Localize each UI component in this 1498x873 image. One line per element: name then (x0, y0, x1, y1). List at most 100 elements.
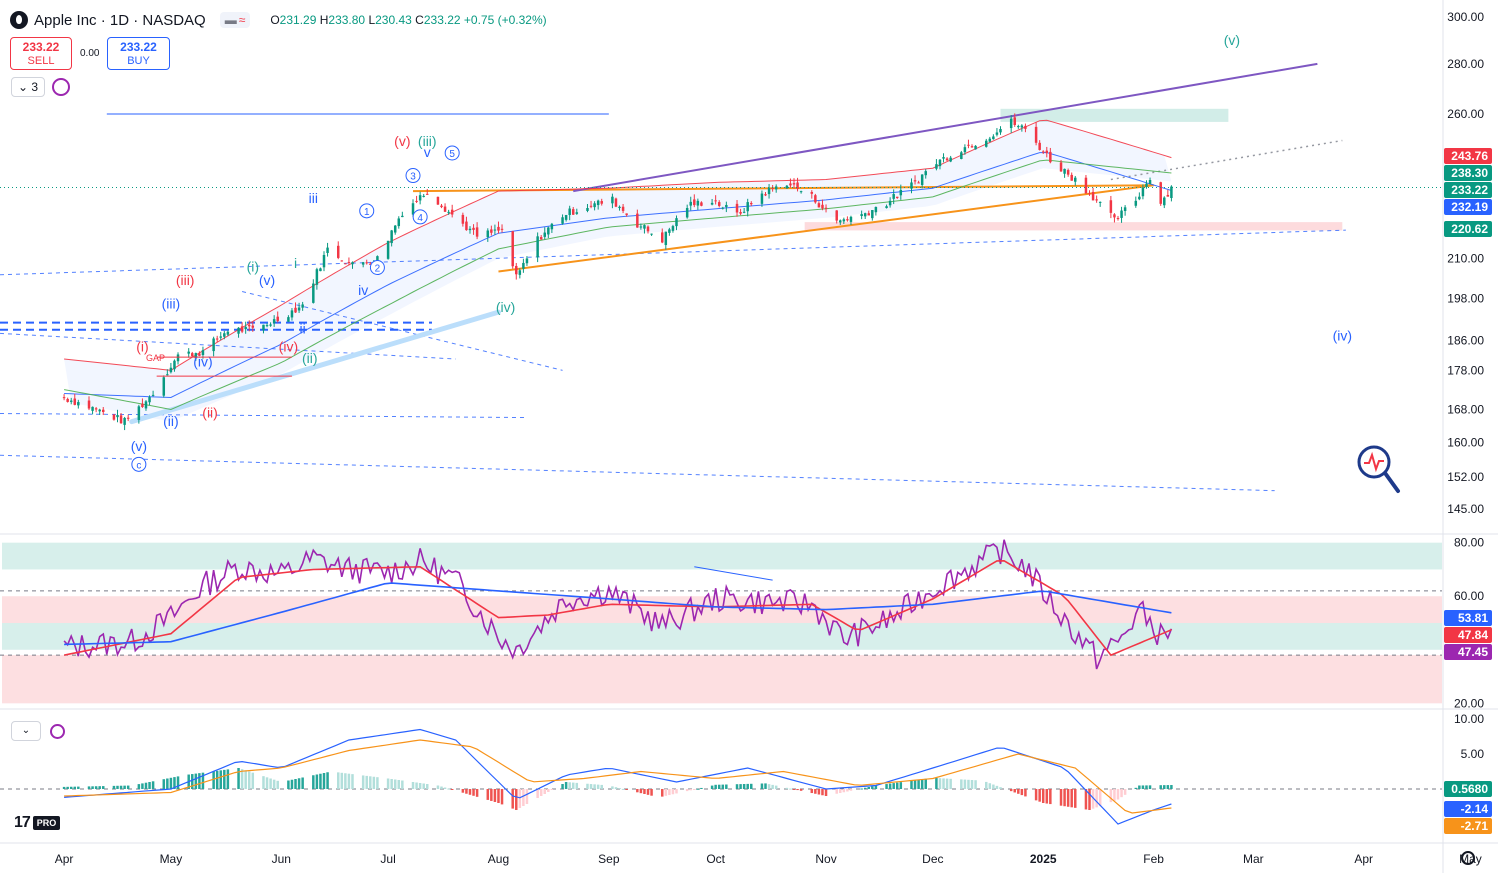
candle-body (365, 262, 368, 264)
candle-body (390, 230, 393, 244)
candle-body (237, 327, 240, 334)
candle-body (116, 415, 119, 418)
buy-label: BUY (127, 55, 150, 67)
price-tag-2-bg (1444, 182, 1492, 198)
macd-histogram-bar (539, 789, 543, 796)
time-tick-label: Oct (706, 852, 725, 866)
macd-tag-0-bg (1444, 781, 1492, 797)
candle-body (571, 209, 575, 215)
macd-histogram-bar (867, 787, 871, 789)
macd-histogram-bar (1017, 789, 1020, 794)
macd-histogram-bar (614, 787, 618, 789)
guide-dashed-line-2 (0, 454, 1275, 492)
candle-body (746, 202, 749, 212)
macd-histogram-bar (1049, 789, 1052, 805)
ohlc-readout: O231.29 H233.80 L230.43 C233.22 +0.75 (+… (270, 13, 547, 27)
rsi-tag-2-bg (1444, 644, 1492, 660)
macd-histogram-bar (426, 784, 429, 789)
candle-body (215, 338, 219, 340)
macd-histogram-bar (1084, 789, 1088, 810)
macd-histogram-bar (173, 777, 176, 789)
wave-label-23: (i) (136, 339, 148, 355)
high-value: 233.80 (328, 13, 366, 27)
macd-histogram-bar (750, 783, 753, 789)
price-tag-4-bg (1444, 221, 1492, 237)
macd-histogram-bar (475, 789, 479, 797)
macd-histogram-bar (361, 775, 365, 789)
candle-body (1034, 126, 1038, 143)
macd-histogram-bar (888, 783, 892, 789)
logo-mark: 17 (14, 813, 31, 831)
candle-body (119, 415, 123, 424)
macd-histogram-bar (347, 773, 351, 789)
macd-histogram-bar (593, 784, 596, 789)
macd-histogram-bar (365, 775, 368, 789)
candle-body (685, 208, 689, 218)
macd-histogram-bar (1066, 789, 1070, 807)
candle-body (1038, 142, 1041, 150)
candle-body (322, 254, 326, 268)
candle-body (985, 140, 988, 147)
refresh-icon[interactable] (52, 78, 70, 96)
rsi-band-0 (2, 542, 1442, 570)
macd-histogram-bar (963, 779, 967, 789)
candle-body (796, 182, 799, 190)
macd-histogram-bar (518, 789, 522, 808)
candle-body (568, 208, 571, 215)
macd-histogram-bar (69, 786, 73, 789)
chart-header: Apple Inc · 1D · NASDAQ ▬ ≈ O231.29 H233… (10, 8, 547, 32)
indicator-pill[interactable]: ▬ ≈ (219, 12, 251, 28)
candle-body (297, 307, 301, 311)
settings-gear-icon[interactable] (1461, 851, 1475, 865)
macd-refresh-icon[interactable] (50, 724, 65, 739)
macd-histogram-bar (725, 784, 728, 789)
macd-histogram-bar (589, 784, 593, 789)
macd-histogram-bar (151, 781, 155, 789)
candle-body (450, 209, 454, 215)
candle-body (1070, 174, 1073, 181)
macd-histogram-bar (77, 786, 80, 789)
macd-histogram-bar (1063, 789, 1066, 807)
candle-body (547, 227, 550, 235)
macd-histogram-bar (650, 789, 653, 796)
candle-body (824, 207, 828, 209)
rsi-series-0 (63, 539, 1173, 670)
macd-histogram-bar (721, 784, 725, 789)
candle-body (251, 325, 255, 328)
candle-body (543, 232, 547, 237)
candle-body (290, 310, 294, 318)
buy-button[interactable]: 233.22 BUY (107, 37, 170, 70)
candle-body (265, 325, 269, 327)
symbol-title[interactable]: Apple Inc · 1D · NASDAQ (34, 11, 206, 29)
macd-histogram-bar (219, 770, 222, 789)
indicators-collapse-button[interactable]: ⌄ 3 (11, 77, 45, 97)
candle-body (198, 353, 201, 356)
low-value: 230.43 (375, 13, 412, 27)
tradingview-logo[interactable]: 17 PRO (14, 813, 61, 831)
sell-button[interactable]: 233.22 SELL (10, 37, 72, 70)
macd-histogram-bar (1109, 789, 1113, 803)
macd-collapse-button[interactable]: ⌄ (11, 721, 41, 741)
macd-histogram-bar (621, 788, 625, 790)
macd-histogram-bar (785, 787, 789, 789)
bar-icon: ▬ (224, 13, 237, 27)
macd-histogram-bar (411, 782, 415, 789)
candle-body (860, 214, 863, 216)
price-tick-label: 210.00 (1447, 251, 1484, 265)
candle-body (888, 200, 892, 206)
spread-value: 0.00 (80, 48, 100, 59)
price-tick-label: 145.00 (1447, 502, 1484, 516)
candle-body (401, 215, 404, 218)
macd-histogram-bar (1123, 789, 1127, 795)
candle-body (1123, 207, 1127, 212)
macd-histogram-bar (1148, 785, 1152, 789)
candle-body (935, 164, 938, 169)
macd-histogram-bar (401, 780, 404, 789)
macd-histogram-bar (967, 779, 970, 789)
macd-histogram-bar (1020, 789, 1024, 796)
macd-histogram-bar (294, 779, 297, 789)
candle-body (920, 174, 924, 185)
macd-histogram-bar (1045, 789, 1049, 804)
price-tick-label: 186.00 (1447, 334, 1484, 348)
